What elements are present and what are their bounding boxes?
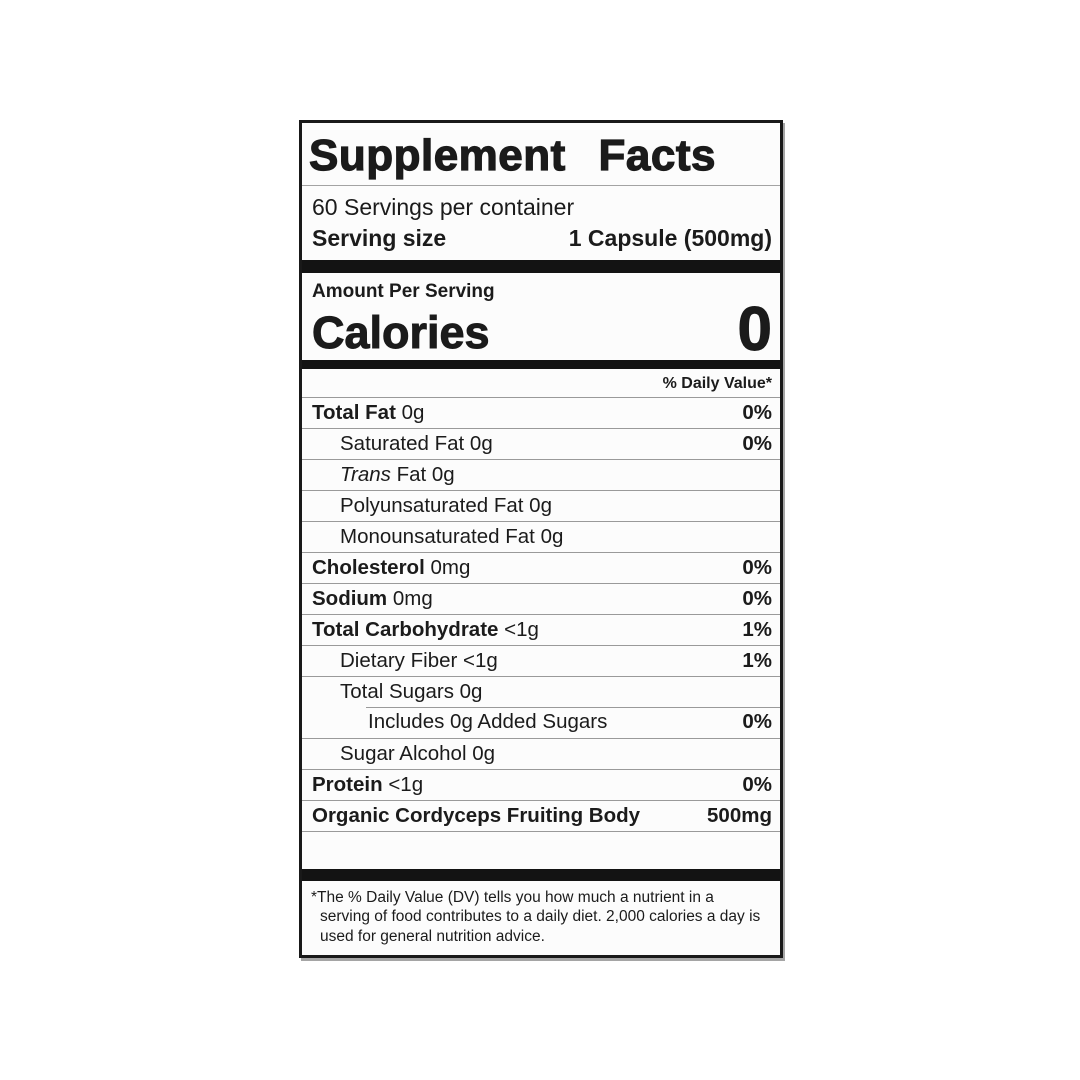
row-total-sugars: Total Sugars 0g xyxy=(302,675,780,707)
nutrient-amount: <1g xyxy=(457,648,498,672)
calories-row: Calories 0 xyxy=(302,295,780,365)
row-trans-fat: Trans Fat 0g xyxy=(302,458,780,490)
nutrient-name: Polyunsaturated Fat xyxy=(340,493,524,517)
nutrient-rows: Total Fat 0g 0% Saturated Fat 0g 0% Tran… xyxy=(302,396,780,832)
divider-bar-medium xyxy=(302,359,780,369)
nutrient-name: Sodium xyxy=(312,586,388,610)
footnote-asterisk: * xyxy=(311,888,318,906)
blank-space xyxy=(302,832,780,869)
footnote-text: The % Daily Value (DV) tells you how muc… xyxy=(317,888,761,946)
nutrient-amount: 0g xyxy=(466,741,496,765)
row-total-fat: Total Fat 0g 0% xyxy=(302,396,780,428)
label-title: Supplement Facts xyxy=(308,130,716,180)
nutrient-amount: 0g xyxy=(534,524,564,548)
nutrient-amount: 0g xyxy=(453,679,483,703)
row-dietary-fiber: Dietary Fiber <1g 1% xyxy=(302,644,780,676)
nutrient-amount: 0g xyxy=(395,400,425,424)
divider-bar-thick-top xyxy=(302,259,780,273)
nutrient-name: Total Carbohydrate xyxy=(312,617,499,641)
nutrient-dv: 0% xyxy=(742,400,772,424)
row-protein: Protein <1g 0% xyxy=(302,768,780,800)
nutrient-dv: 0% xyxy=(742,710,772,734)
row-organic-cordyceps: Organic Cordyceps Fruiting Body 500mg xyxy=(302,799,780,831)
nutrient-amount: Fat 0g xyxy=(390,462,455,486)
nutrient-dv: 500mg xyxy=(707,803,772,827)
row-added-sugars: Includes 0g Added Sugars 0% xyxy=(302,706,780,738)
nutrient-amount: 0mg xyxy=(424,555,471,579)
calories-label: Calories xyxy=(312,307,491,359)
nutrient-name: Dietary Fiber xyxy=(340,648,458,672)
nutrient-dv: 0% xyxy=(742,555,772,579)
serving-size-row: Serving size 1 Capsule (500mg) xyxy=(302,221,780,260)
title-divider xyxy=(302,184,780,186)
serving-size-label: Serving size xyxy=(312,224,447,251)
divider-bar-thick-bottom xyxy=(302,868,780,881)
nutrient-amount: 0g xyxy=(523,493,552,517)
nutrient-name: Saturated Fat xyxy=(340,431,465,455)
nutrient-amount: <1g xyxy=(498,617,539,641)
daily-value-footnote: *The % Daily Value (DV) tells you how mu… xyxy=(302,881,780,955)
row-saturated-fat: Saturated Fat 0g 0% xyxy=(302,427,780,459)
row-sugar-alcohol: Sugar Alcohol 0g xyxy=(302,737,780,769)
daily-value-header: % Daily Value* xyxy=(662,374,772,392)
nutrient-dv: 0% xyxy=(742,772,772,796)
row-cholesterol: Cholesterol 0mg 0% xyxy=(302,551,780,583)
row-polyunsaturated-fat: Polyunsaturated Fat 0g xyxy=(302,489,780,521)
nutrient-dv: 1% xyxy=(742,648,772,672)
nutrient-amount: 0g xyxy=(464,431,493,455)
row-total-carbohydrate: Total Carbohydrate <1g 1% xyxy=(302,613,780,645)
nutrient-name: Total Fat xyxy=(312,400,396,424)
amount-per-serving-label: Amount Per Serving xyxy=(312,280,495,302)
row-sodium: Sodium 0mg 0% xyxy=(302,582,780,614)
nutrient-name: Trans xyxy=(340,462,391,486)
nutrient-name: Organic Cordyceps Fruiting Body xyxy=(312,803,641,827)
nutrient-dv: 0% xyxy=(742,431,772,455)
nutrient-name: Monounsaturated Fat xyxy=(340,524,535,548)
nutrient-name: Sugar Alcohol xyxy=(340,741,467,765)
nutrient-name: Cholesterol xyxy=(312,555,425,579)
nutrient-amount: <1g xyxy=(382,772,424,796)
nutrient-dv: 1% xyxy=(742,617,772,641)
servings-per-container: 60 Servings per container xyxy=(312,193,575,220)
serving-size-value: 1 Capsule (500mg) xyxy=(568,224,772,251)
calories-value: 0 xyxy=(737,295,772,365)
supplement-facts-label: Supplement Facts 60 Servings per contain… xyxy=(299,120,783,958)
row-monounsaturated-fat: Monounsaturated Fat 0g xyxy=(302,520,780,552)
nutrient-amount: 0mg xyxy=(387,586,433,610)
nutrient-name: Includes 0g Added Sugars xyxy=(368,710,608,734)
nutrient-dv: 0% xyxy=(742,586,772,610)
nutrient-name: Protein xyxy=(312,772,383,796)
nutrient-name: Total Sugars xyxy=(340,679,454,703)
